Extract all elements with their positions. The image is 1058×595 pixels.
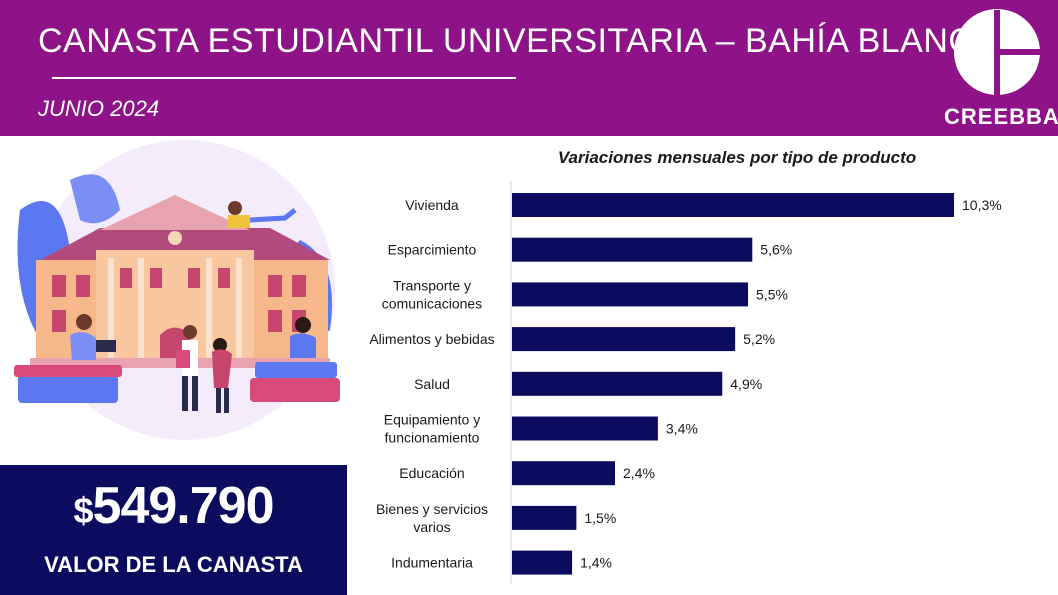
category-label-2-0: Transporte y — [393, 277, 471, 293]
bar-7 — [512, 505, 577, 530]
bar-2 — [512, 282, 749, 307]
category-label-0-0: Vivienda — [405, 197, 459, 213]
category-label-1-0: Esparcimiento — [388, 242, 477, 258]
basket-value: $549.790 — [0, 476, 347, 536]
category-label-4-0: Salud — [414, 376, 450, 392]
category-label-3-0: Alimentos y bebidas — [369, 331, 494, 347]
category-label-7-1: varios — [413, 519, 450, 535]
bar-1 — [512, 237, 753, 262]
page-subtitle: JUNIO 2024 — [38, 96, 160, 121]
university-illustration-icon — [14, 140, 340, 440]
basket-amount: 549.790 — [92, 477, 275, 535]
value-label-6: 2,4% — [623, 465, 655, 481]
category-label-7-0: Bienes y servicios — [376, 501, 488, 517]
bar-6 — [512, 461, 615, 486]
creebba-logo-icon — [954, 9, 1041, 96]
category-label-2-1: comunicaciones — [382, 295, 482, 311]
bar-4 — [512, 371, 723, 396]
chart-title: Variaciones mensuales por tipo de produc… — [557, 148, 917, 167]
category-label-5-1: funcionamiento — [385, 430, 480, 446]
title-divider — [52, 77, 516, 79]
basket-value-label: VALOR DE LA CANASTA — [44, 552, 303, 577]
bar-5 — [512, 416, 658, 441]
value-label-0: 10,3% — [962, 197, 1002, 213]
value-label-4: 4,9% — [730, 376, 762, 392]
value-label-3: 5,2% — [743, 331, 775, 347]
category-label-6-0: Educación — [399, 465, 464, 481]
category-label-5-0: Equipamiento y — [384, 412, 481, 428]
value-label-5: 3,4% — [666, 421, 698, 437]
value-label-7: 1,5% — [584, 510, 616, 526]
value-label-8: 1,4% — [580, 555, 612, 571]
category-label-8-0: Indumentaria — [391, 555, 473, 571]
value-label-2: 5,5% — [756, 286, 788, 302]
currency-symbol: $ — [73, 490, 94, 531]
bar-0 — [512, 193, 954, 217]
bar-8 — [512, 550, 573, 575]
price-box — [0, 465, 347, 595]
header-banner — [0, 0, 1058, 136]
value-label-1: 5,6% — [760, 242, 792, 258]
bar-3 — [512, 327, 736, 352]
logo-text: CREEBBA — [944, 104, 1058, 129]
page-title: CANASTA ESTUDIANTIL UNIVERSITARIA – BAHÍ… — [38, 22, 997, 60]
bar-chart: 10,3% Vivienda 5,6% Esparcimiento 5,5% Transp… — [369, 181, 1002, 584]
